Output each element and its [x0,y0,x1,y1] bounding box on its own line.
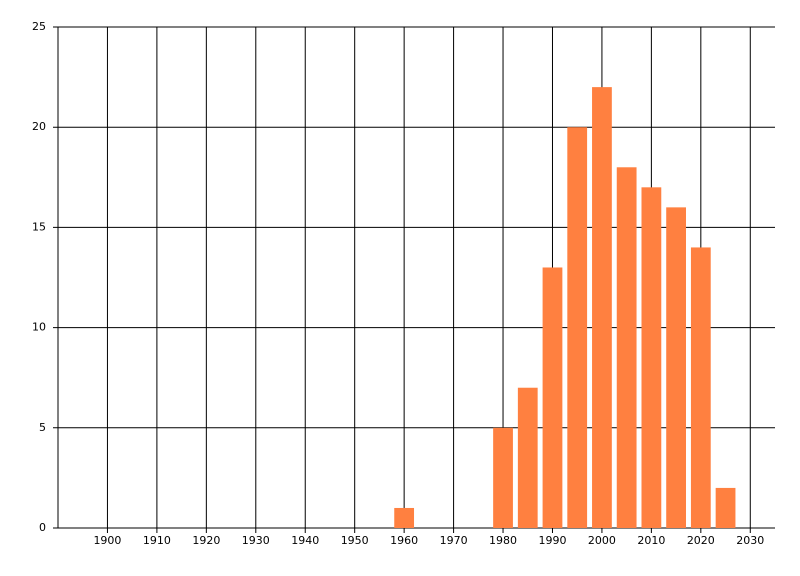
bar [542,267,563,528]
bar [592,87,612,529]
y-tick-label: 15 [32,220,46,233]
x-tick-label: 1910 [143,534,171,547]
bar [517,387,538,528]
x-tick-label: 1950 [341,534,369,547]
y-tick-label: 0 [39,521,46,534]
bar [690,247,711,528]
x-tick-label: 2000 [588,534,616,547]
bar [567,127,588,528]
x-tick-label: 1900 [93,534,121,547]
x-tick-label: 1960 [390,534,418,547]
x-tick-label: 1940 [291,534,319,547]
bar [715,487,736,528]
x-tick-label: 1970 [440,534,468,547]
x-tick-label: 2010 [637,534,665,547]
x-tick-label: 2030 [736,534,764,547]
bar [641,187,662,528]
y-tick-label: 10 [32,321,46,334]
bar [666,207,686,529]
bar [493,427,513,528]
x-tick-label: 2020 [687,534,715,547]
x-tick-label: 1920 [192,534,220,547]
x-tick-label: 1930 [242,534,270,547]
bar [616,167,637,528]
y-tick-label: 25 [32,20,46,33]
bar [394,507,415,528]
x-tick-label: 1990 [538,534,566,547]
x-tick-label: 1980 [489,534,517,547]
y-tick-label: 5 [39,421,46,434]
y-tick-label: 20 [32,120,46,133]
